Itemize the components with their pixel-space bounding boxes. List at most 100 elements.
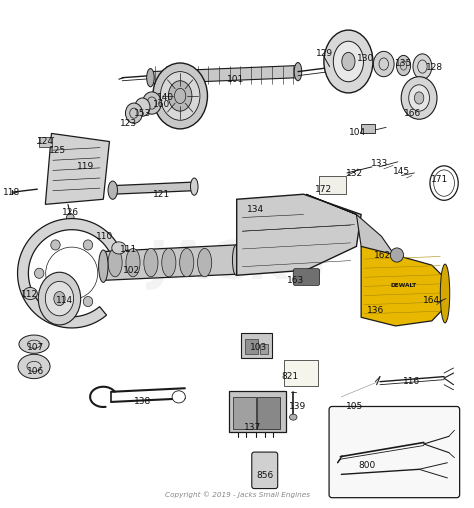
Ellipse shape — [126, 103, 142, 123]
Text: 163: 163 — [286, 276, 304, 285]
Ellipse shape — [413, 54, 432, 79]
Text: 101: 101 — [227, 75, 244, 84]
Text: 138: 138 — [134, 397, 151, 406]
Text: 123: 123 — [120, 119, 137, 128]
Ellipse shape — [162, 248, 176, 277]
Ellipse shape — [324, 30, 373, 93]
Ellipse shape — [396, 55, 410, 76]
Polygon shape — [46, 134, 109, 204]
FancyBboxPatch shape — [252, 452, 278, 489]
Text: DEWALT: DEWALT — [391, 283, 417, 288]
Text: 106: 106 — [27, 367, 45, 376]
Ellipse shape — [135, 98, 150, 116]
Bar — [319, 176, 346, 194]
Ellipse shape — [391, 248, 403, 262]
Bar — [241, 333, 272, 358]
Text: 128: 128 — [426, 63, 443, 72]
Ellipse shape — [83, 240, 93, 250]
Ellipse shape — [51, 240, 60, 250]
Ellipse shape — [153, 63, 208, 129]
Ellipse shape — [414, 92, 424, 104]
Text: 171: 171 — [431, 175, 448, 183]
Text: 800: 800 — [359, 461, 376, 470]
Polygon shape — [18, 218, 123, 328]
Ellipse shape — [108, 248, 122, 277]
Text: 135: 135 — [395, 59, 412, 68]
Ellipse shape — [342, 52, 355, 71]
Text: 145: 145 — [393, 168, 410, 176]
Ellipse shape — [160, 72, 200, 120]
Text: 821: 821 — [282, 372, 299, 381]
Ellipse shape — [108, 181, 118, 199]
Bar — [39, 138, 52, 147]
Text: 134: 134 — [247, 205, 264, 214]
Text: 121: 121 — [153, 189, 170, 199]
Ellipse shape — [409, 85, 429, 111]
Text: 126: 126 — [62, 208, 79, 217]
Ellipse shape — [172, 391, 185, 403]
Ellipse shape — [83, 297, 93, 307]
Text: 110: 110 — [96, 232, 113, 241]
Ellipse shape — [294, 62, 302, 81]
Text: 111: 111 — [119, 245, 137, 255]
Ellipse shape — [19, 335, 49, 353]
FancyBboxPatch shape — [293, 269, 319, 285]
Text: Copyright © 2019 - Jacks Small Engines: Copyright © 2019 - Jacks Small Engines — [165, 491, 310, 498]
Text: 116: 116 — [403, 377, 420, 386]
Ellipse shape — [35, 268, 44, 278]
Bar — [284, 360, 318, 386]
Text: 133: 133 — [371, 160, 389, 168]
Text: 140: 140 — [157, 93, 174, 103]
FancyBboxPatch shape — [329, 406, 460, 498]
Text: 164: 164 — [423, 296, 440, 305]
Polygon shape — [150, 66, 298, 84]
Ellipse shape — [440, 264, 450, 323]
Text: 104: 104 — [349, 128, 366, 137]
Text: 130: 130 — [357, 54, 374, 64]
Text: 114: 114 — [55, 296, 73, 305]
Text: 112: 112 — [21, 290, 38, 299]
Ellipse shape — [144, 248, 158, 277]
Polygon shape — [237, 194, 361, 275]
Ellipse shape — [142, 92, 161, 114]
Text: 137: 137 — [244, 423, 261, 432]
Text: 102: 102 — [123, 266, 140, 275]
Text: 118: 118 — [3, 187, 20, 197]
Ellipse shape — [168, 81, 192, 111]
Ellipse shape — [54, 292, 65, 306]
Bar — [233, 397, 255, 429]
Bar — [260, 344, 268, 354]
Ellipse shape — [18, 354, 50, 378]
Ellipse shape — [180, 248, 194, 277]
Ellipse shape — [23, 288, 37, 300]
Ellipse shape — [99, 250, 108, 282]
Ellipse shape — [112, 242, 126, 254]
Bar — [257, 397, 280, 429]
Ellipse shape — [232, 245, 240, 275]
Ellipse shape — [126, 248, 140, 277]
Text: 160: 160 — [153, 100, 170, 109]
Ellipse shape — [290, 414, 297, 420]
Ellipse shape — [66, 213, 74, 221]
Ellipse shape — [146, 69, 154, 87]
Text: 172: 172 — [315, 184, 332, 194]
Polygon shape — [113, 182, 194, 194]
Text: 136: 136 — [367, 306, 384, 315]
Ellipse shape — [46, 281, 73, 316]
Bar — [229, 391, 286, 432]
Text: 119: 119 — [77, 163, 94, 171]
Ellipse shape — [374, 51, 394, 77]
Ellipse shape — [198, 248, 212, 277]
Ellipse shape — [191, 178, 198, 195]
Polygon shape — [361, 246, 445, 326]
Text: 166: 166 — [404, 109, 421, 118]
Text: 107: 107 — [27, 343, 45, 352]
Text: 105: 105 — [346, 402, 363, 411]
Ellipse shape — [38, 272, 81, 325]
Ellipse shape — [51, 297, 60, 307]
Polygon shape — [103, 245, 237, 280]
Ellipse shape — [259, 461, 271, 471]
Text: 132: 132 — [346, 170, 363, 178]
Text: 124: 124 — [37, 137, 54, 146]
Polygon shape — [306, 194, 395, 270]
